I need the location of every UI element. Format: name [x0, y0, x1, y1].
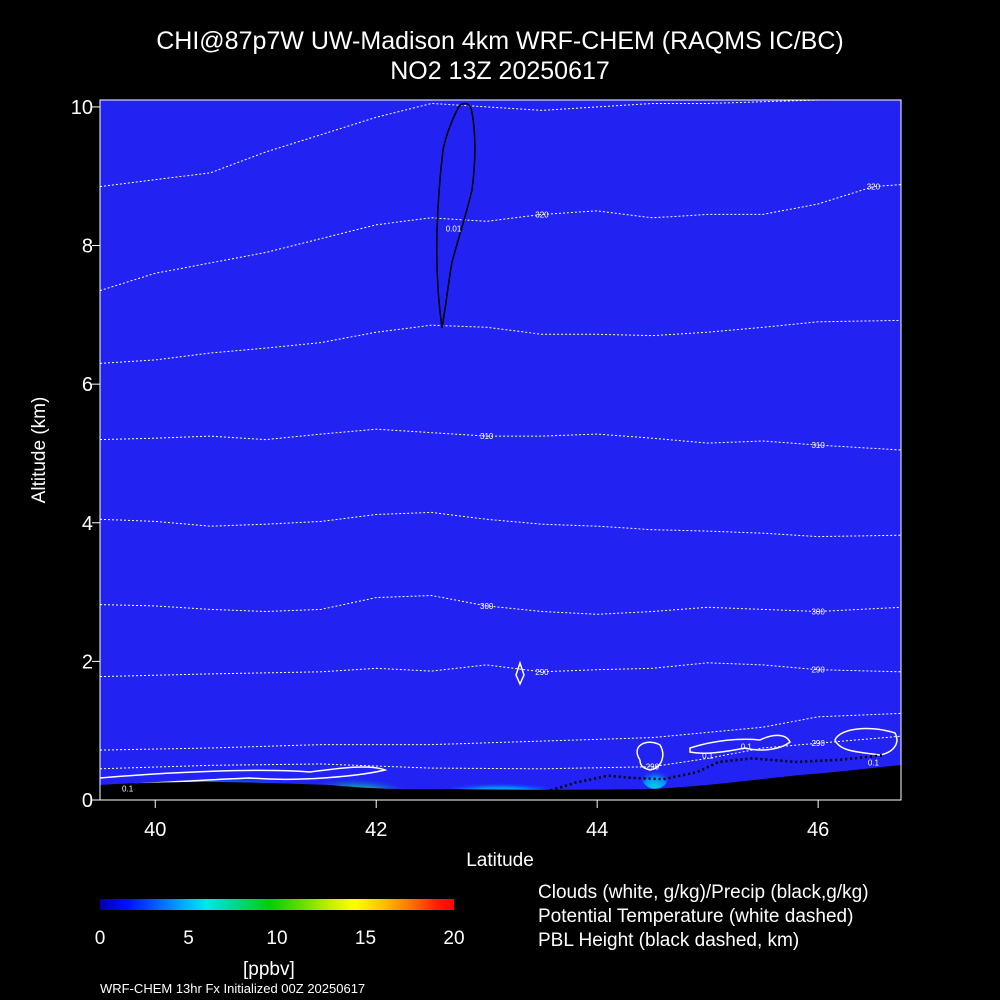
theta-contour-label: 300: [811, 607, 825, 616]
colorbar-tick-label: 20: [443, 928, 465, 949]
theta-contour-label: 320: [535, 210, 549, 219]
theta-contour: [100, 184, 901, 292]
y-tick-label: 2: [82, 651, 93, 673]
chart-title: CHI@87p7W UW-Madison 4km WRF-CHEM (RAQMS…: [156, 27, 844, 55]
precip-contour: [436, 102, 476, 329]
y-axis-label: Altitude (km): [29, 397, 50, 504]
footer-note: WRF-CHEM 13hr Fx Initialized 00Z 2025061…: [100, 981, 366, 996]
x-axis-label: Latitude: [466, 850, 534, 871]
theta-contour-label: 290: [646, 763, 660, 772]
precip-contour-label: 0.01: [446, 225, 462, 234]
theta-contour: [100, 594, 901, 615]
colorbar: [100, 899, 454, 910]
cloud-contour-label: 0.1: [741, 742, 753, 751]
colorbar-tick-label: 0: [94, 928, 106, 949]
chart-subtitle: NO2 13Z 20250617: [390, 57, 610, 85]
cloud-contour-label: 0.1: [702, 751, 714, 760]
colorbar-unit: [ppbv]: [243, 959, 295, 980]
theta-contour-label: 300: [480, 602, 494, 611]
cloud-contour: [689, 734, 791, 754]
theta-contour: [100, 712, 901, 751]
theta-contour-label: 290: [535, 668, 549, 677]
cloud-contour: [515, 660, 525, 686]
x-tick-label: 44: [586, 819, 608, 841]
y-tick-label: 6: [82, 374, 93, 396]
theta-contour-label: 290: [811, 666, 825, 675]
legend-clouds: Clouds (white, g/kg)/Precip (black,g/kg): [538, 882, 869, 903]
cloud-contour: [100, 766, 388, 787]
plot-frame: [99, 99, 902, 801]
theta-contour: [100, 511, 901, 538]
x-tick-label: 46: [807, 819, 829, 841]
theta-contour-label: 310: [480, 432, 494, 441]
cloud-contour: [834, 727, 898, 756]
x-tick-label: 42: [365, 819, 387, 841]
legend-theta: Potential Temperature (white dashed): [538, 906, 854, 927]
cloud-contour: [636, 741, 664, 771]
theta-contour-label: 310: [811, 441, 825, 450]
cloud-contour-label: 0.1: [868, 758, 880, 767]
colorbar-tick-label: 15: [354, 928, 377, 949]
legend-pbl: PBL Height (black dashed, km): [538, 930, 800, 951]
y-tick-label: 4: [82, 513, 93, 535]
theta-contour-label: 290: [811, 739, 825, 748]
theta-contour: [100, 100, 901, 188]
theta-contour: [100, 735, 901, 770]
colorbar-tick-label: 5: [183, 928, 194, 949]
colorbar-tick-label: 10: [266, 928, 288, 949]
y-tick-label: 10: [71, 97, 93, 119]
y-tick-label: 8: [82, 236, 93, 258]
x-tick-label: 40: [144, 819, 166, 841]
terrain: [100, 765, 901, 800]
theta-contour: [100, 319, 901, 364]
theta-contour-label: 320: [867, 183, 881, 192]
theta-contour: [100, 428, 901, 451]
theta-contour: [100, 662, 901, 678]
cloud-contour-label: 0.1: [122, 785, 134, 794]
plot-area: [100, 100, 901, 800]
y-tick-label: 0: [82, 790, 93, 812]
no2-plume-north: [641, 761, 669, 789]
